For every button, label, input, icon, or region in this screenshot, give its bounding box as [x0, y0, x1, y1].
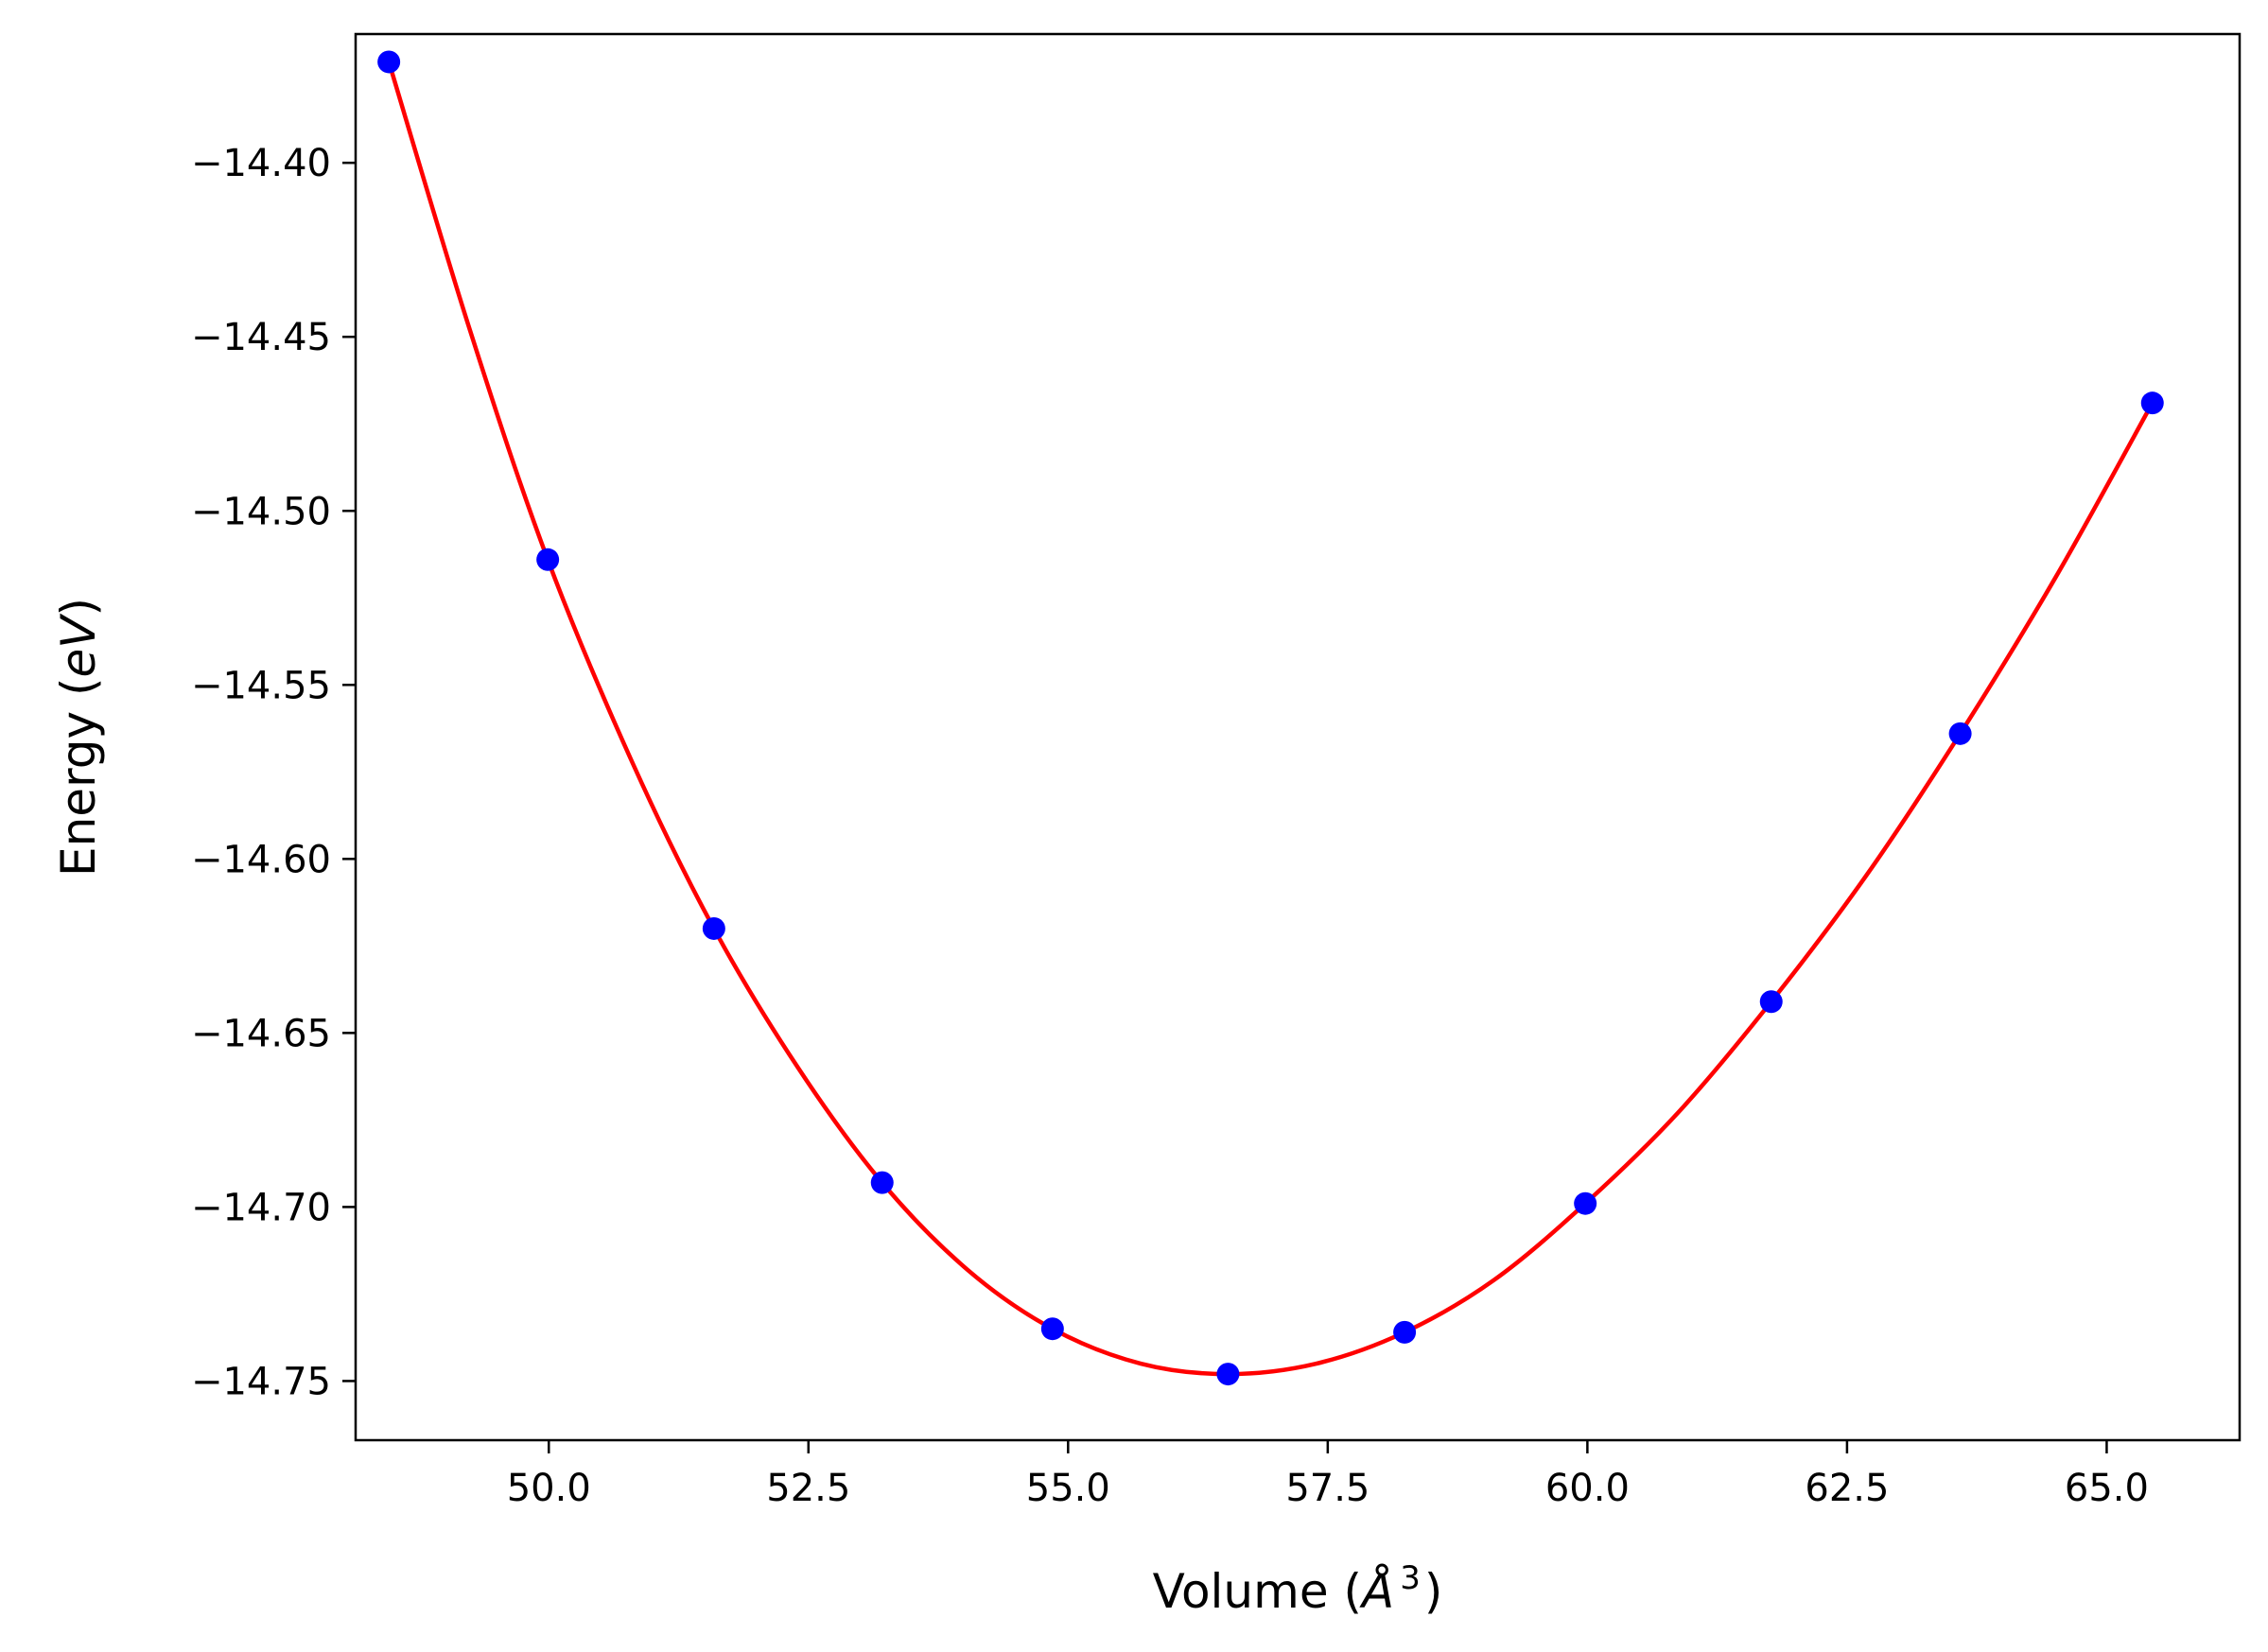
y-tick-label: −14.65	[191, 1012, 331, 1055]
x-tick-label: 50.0	[507, 1467, 591, 1510]
x-axis-label: Volume (Å 3)	[1153, 1559, 1443, 1619]
y-axis-label: Energy (eV)	[51, 598, 106, 877]
data-point	[1040, 1317, 1064, 1341]
x-axis-label-prefix: Volume (	[1153, 1564, 1362, 1619]
y-tick-label: −14.75	[191, 1360, 331, 1403]
y-tick-label: −14.40	[191, 142, 331, 185]
x-tick-label: 55.0	[1026, 1467, 1110, 1510]
y-tick-label: −14.60	[191, 838, 331, 881]
x-tick-label: 52.5	[766, 1467, 850, 1510]
y-axis-label-prefix: Energy (	[51, 678, 106, 877]
x-tick-label: 62.5	[1805, 1467, 1889, 1510]
y-tick-label: −14.70	[191, 1186, 331, 1229]
x-axis-label-suffix: )	[1424, 1564, 1443, 1619]
data-point	[1948, 722, 1972, 745]
data-point	[702, 916, 725, 940]
data-point	[1574, 1191, 1597, 1215]
y-axis-label-symbol: eV	[51, 613, 106, 678]
data-point	[536, 548, 560, 571]
y-tick-label: −14.45	[191, 316, 331, 359]
axes-frame	[354, 32, 2242, 1442]
y-tick-label: −14.55	[191, 664, 331, 707]
x-tick-label: 65.0	[2065, 1467, 2149, 1510]
data-point	[1759, 990, 1783, 1014]
x-axis-label-superscript: 3	[1400, 1559, 1421, 1597]
data-point	[1393, 1320, 1417, 1344]
y-tick-label: −14.50	[191, 490, 331, 533]
x-tick-label: 60.0	[1545, 1467, 1630, 1510]
x-axis-ticks: 50.0 52.5 55.0 57.5 60.0 62.5 65.0	[507, 1440, 2149, 1510]
x-axis-label-symbol: Å	[1359, 1564, 1394, 1619]
y-axis-label-suffix: )	[51, 598, 106, 617]
fit-curve-line	[386, 61, 2155, 1377]
data-point	[377, 50, 401, 74]
data-point	[870, 1171, 894, 1194]
data-point	[1216, 1363, 1240, 1386]
plot-area	[377, 50, 2164, 1386]
y-axis-ticks: −14.40 −14.45 −14.50 −14.55 −14.60 −14.65 −14.…	[191, 142, 356, 1403]
x-tick-label: 57.5	[1285, 1467, 1370, 1510]
data-point	[2140, 391, 2164, 415]
